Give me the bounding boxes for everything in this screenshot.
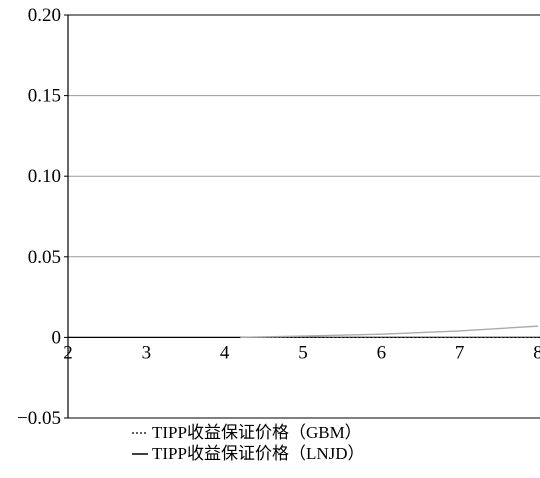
series-line-lnjd (240, 325, 539, 339)
y-tick-label: 0 (52, 327, 62, 348)
gridlines (68, 14, 540, 258)
y-tick-label: 0.15 (28, 86, 61, 107)
x-tick-label: 6 (377, 342, 387, 363)
y-tick-label: 0.05 (28, 247, 61, 268)
x-tick-label: 3 (142, 342, 152, 363)
x-tick-label: 8 (533, 342, 540, 363)
y-tick-labels: −0.05 0 0.05 0.10 0.15 0.20 (17, 5, 61, 429)
x-tick-label: 4 (220, 342, 230, 363)
y-tick-label: −0.05 (17, 408, 61, 429)
x-tick-label: 5 (298, 342, 308, 363)
legend-label-gbm: TIPP收益保证价格（GBM） (152, 423, 362, 442)
y-tick-label: 0.20 (28, 5, 61, 26)
legend: TIPP收益保证价格（GBM） TIPP收益保证价格（LNJD） (132, 423, 365, 463)
x-tick-labels: 2 3 4 5 6 7 8 (63, 342, 540, 363)
x-tick-label: 2 (63, 342, 73, 363)
y-tick-label: 0.10 (28, 166, 61, 187)
legend-label-lnjd: TIPP收益保证价格（LNJD） (152, 444, 365, 463)
series-lines (240, 325, 539, 339)
x-tick-label: 7 (455, 342, 465, 363)
